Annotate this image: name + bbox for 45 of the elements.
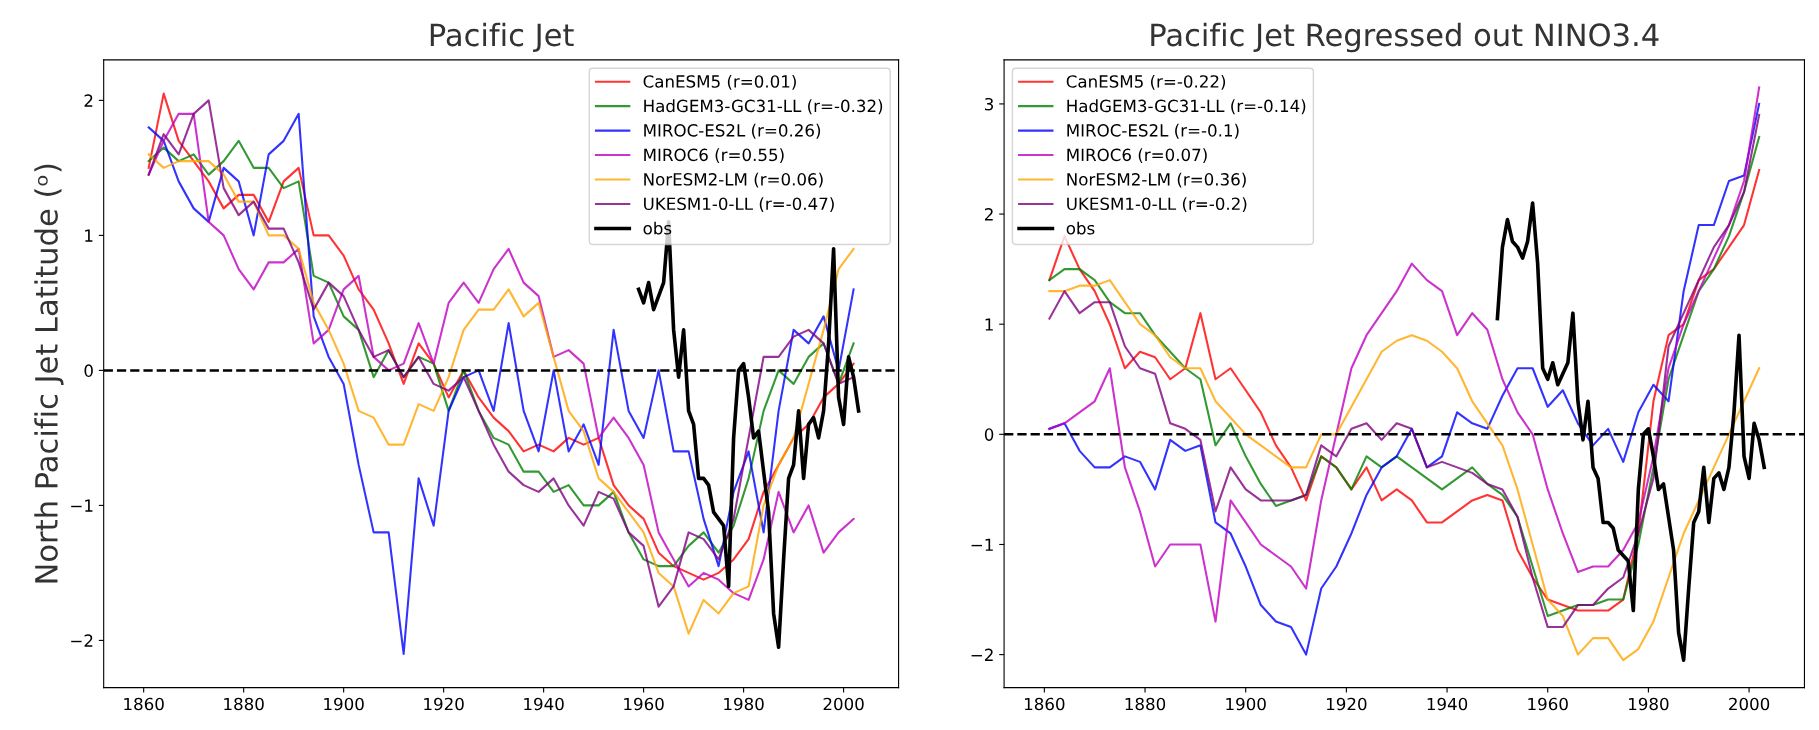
x-tick-label: 1980: [724, 697, 764, 711]
y-tick-label: 1: [985, 318, 993, 331]
legend-label: HadGEM3-GC31-LL (r=-0.14): [1067, 99, 1306, 115]
legend-label: MIROC-ES2L (r=0.26): [644, 123, 821, 139]
legend-label: HadGEM3-GC31-LL (r=-0.32): [644, 99, 883, 115]
x-tick-label: 1900: [324, 697, 364, 711]
legend-label: CanESM5 (r=0.01): [643, 74, 796, 90]
x-tick-label: 1980: [1629, 697, 1669, 711]
y-tick-label: −1: [71, 499, 93, 512]
legend-label: CanESM5 (r=-0.22): [1066, 74, 1226, 90]
y-tick-label: 2: [984, 208, 993, 221]
y-tick-label: −1: [971, 538, 993, 551]
y-tick-label: 2: [84, 94, 93, 107]
legend-label: MIROC-ES2L (r=-0.1): [1067, 123, 1239, 139]
legend-label: MIROC6 (r=0.07): [1067, 148, 1207, 164]
x-tick-label: 1880: [224, 697, 264, 711]
y-tick-label: 3: [985, 97, 994, 111]
legend-label: obs: [1066, 221, 1095, 235]
x-tick-label: 1860: [1024, 697, 1065, 711]
y-tick-label: 0: [984, 428, 994, 441]
line-series: [1048, 279, 1761, 662]
legend-label: obs: [643, 221, 672, 235]
legend-label: MIROC6 (r=0.55): [644, 148, 784, 164]
x-tick-label: 1960: [1528, 697, 1568, 711]
x-tick-label: 1960: [624, 697, 664, 711]
x-tick-label: 1940: [524, 697, 564, 711]
x-tick-label: 1920: [424, 697, 464, 711]
x-tick-label: 1920: [1327, 697, 1367, 711]
x-tick-label: 2000: [1729, 697, 1770, 711]
x-tick-label: 2000: [823, 697, 864, 711]
legend-label: UKESM1-0-LL (r=-0.2): [1067, 197, 1247, 213]
y-tick-label: 1: [85, 229, 93, 242]
legend-label: NorESM2-LM (r=0.36): [1067, 172, 1246, 188]
legend-label: UKESM1-0-LL (r=-0.47): [644, 197, 834, 213]
y-tick-label: −2: [71, 634, 93, 647]
chart-title: Pacific Jet Regressed out NINO3.4: [1151, 22, 1659, 53]
y-axis-title: North Pacific Jet Latitude (ᵒ): [34, 164, 64, 583]
chart-title: Pacific Jet: [430, 22, 574, 53]
x-tick-label: 1880: [1125, 697, 1166, 711]
y-tick-label: 0: [84, 364, 93, 377]
y-tick-label: −2: [971, 648, 993, 661]
x-tick-label: 1940: [1427, 697, 1468, 711]
legend-label: NorESM2-LM (r=0.06): [644, 172, 823, 188]
x-tick-label: 1900: [1226, 697, 1266, 711]
x-tick-label: 1860: [124, 697, 164, 711]
